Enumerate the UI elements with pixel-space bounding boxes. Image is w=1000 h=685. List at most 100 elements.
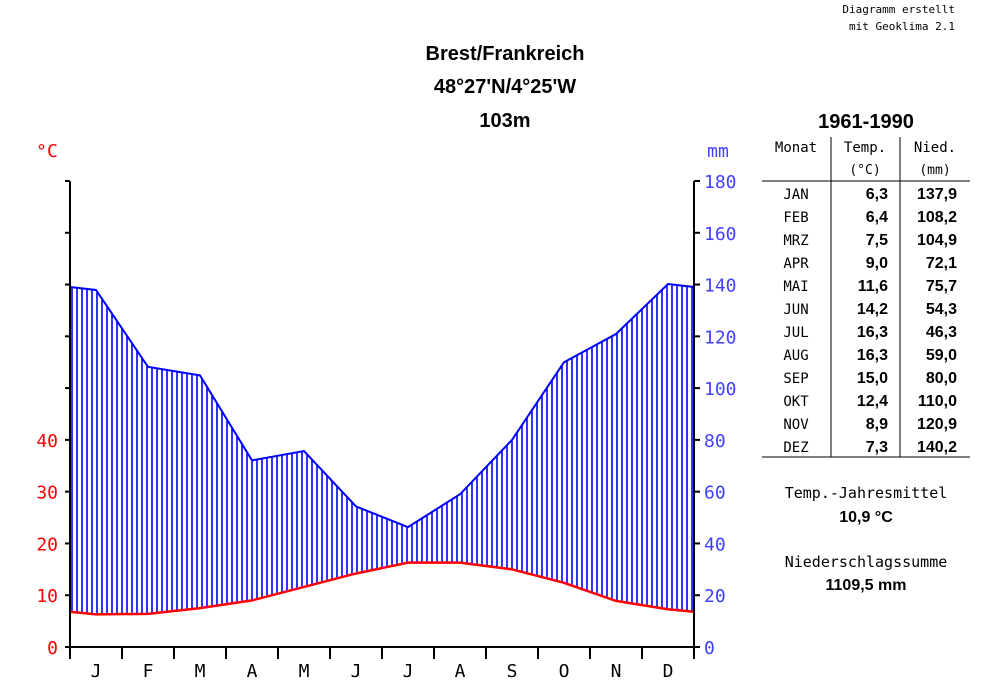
table-cell-temp: 14,2 [857, 301, 888, 318]
table-cell-temp: 16,3 [857, 324, 888, 341]
month-tick-label: A [455, 661, 466, 682]
table-cell-temp: 15,0 [857, 370, 888, 387]
table-cell-month: SEP [783, 371, 808, 387]
table-cell-precip: 140,2 [917, 439, 957, 456]
table-row: JUL 16,3 46,3 [783, 324, 957, 341]
table-cell-temp: 7,3 [866, 439, 888, 456]
precipitation-line [69, 282, 695, 529]
table-cell-temp: 6,4 [866, 209, 888, 226]
station-coords: 48°27'N/4°25'W [434, 76, 576, 98]
table-row: DEZ 7,3 140,2 [783, 439, 957, 456]
temp-axis-label: °C [36, 141, 58, 162]
table-cell-month: NOV [783, 417, 809, 433]
table-cell-precip: 137,9 [917, 186, 957, 203]
month-tick-label: O [559, 661, 570, 682]
table-row: MRZ 7,5 104,9 [783, 232, 957, 249]
table-header-temp: Temp. [844, 140, 886, 156]
temp-tick-label: 20 [36, 534, 58, 555]
chart-axes [65, 180, 700, 659]
precip-tick-label: 120 [704, 327, 737, 348]
table-cell-precip: 59,0 [926, 347, 957, 364]
table-row: OKT 12,4 110,0 [783, 393, 957, 410]
table-row: FEB 6,4 108,2 [783, 209, 957, 226]
tick-labels: 0 10 20 30 40 0 20 40 60 80 100 120 140 160 180 J F M A M J J… [36, 172, 736, 682]
table-cell-temp: 6,3 [866, 186, 888, 203]
precip-tick-label: 160 [704, 224, 737, 245]
precip-tick-label: 140 [704, 276, 737, 297]
table-cell-month: OKT [783, 394, 809, 410]
table-cell-month: MAI [783, 279, 808, 295]
table-row: AUG 16,3 59,0 [783, 347, 957, 364]
table-cell-precip: 54,3 [926, 301, 957, 318]
table-cell-precip: 108,2 [917, 209, 957, 226]
table-cell-precip: 110,0 [918, 393, 957, 410]
table-cell-precip: 80,0 [926, 370, 957, 387]
table-cell-month: APR [783, 256, 809, 272]
table-cell-temp: 11,6 [858, 278, 888, 295]
table-cell-month: AUG [783, 348, 808, 364]
month-tick-label: N [611, 661, 622, 682]
precipitation-series [69, 282, 695, 529]
table-header-precip: Nied. [914, 140, 956, 156]
station-elevation: 103m [479, 110, 530, 132]
credit-line-2: mit Geoklima 2.1 [849, 20, 955, 33]
precip-tick-label: 100 [704, 379, 737, 400]
mean-temp-value: 10,9 °C [839, 509, 893, 526]
temp-tick-label: 40 [36, 431, 58, 452]
table-body: JAN 6,3 137,9 FEB 6,4 108,2 MRZ 7,5 104,9 APR 9,0 7… [783, 186, 957, 456]
month-tick-label: D [663, 661, 674, 682]
temp-tick-label: 30 [36, 483, 58, 504]
table-cell-temp: 7,5 [866, 232, 888, 249]
precip-tick-label: 180 [704, 172, 737, 193]
table-row: JAN 6,3 137,9 [783, 186, 957, 203]
table-cell-month: JAN [783, 187, 808, 203]
month-tick-label: A [247, 661, 258, 682]
table-row: NOV 8,9 120,9 [783, 416, 957, 433]
table-cell-precip: 75,7 [926, 278, 957, 295]
table-cell-temp: 16,3 [857, 347, 888, 364]
month-tick-label: J [351, 661, 362, 682]
table-cell-precip: 46,3 [926, 324, 957, 341]
month-tick-label: M [299, 661, 310, 682]
table-row: MAI 11,6 75,7 [783, 278, 957, 295]
mean-temp-label: Temp.-Jahresmittel [785, 484, 948, 502]
table-cell-precip: 120,9 [917, 416, 957, 433]
precip-axis-label: mm [707, 141, 729, 162]
table-cell-precip: 72,1 [926, 255, 957, 272]
table-period: 1961-1990 [818, 111, 914, 133]
month-tick-label: J [403, 661, 414, 682]
station-name: Brest/Frankreich [426, 43, 585, 65]
precip-tick-label: 80 [704, 431, 726, 452]
table-cell-month: DEZ [783, 440, 808, 456]
table-cell-month: MRZ [783, 233, 808, 249]
table-cell-precip: 104,9 [917, 232, 957, 249]
precip-tick-label: 40 [704, 534, 726, 555]
temperature-series [69, 561, 695, 616]
table-cell-month: FEB [783, 210, 808, 226]
table-row: SEP 15,0 80,0 [783, 370, 957, 387]
table-cell-temp: 12,4 [857, 393, 888, 410]
table-cell-temp: 9,0 [866, 255, 888, 272]
table-row: APR 9,0 72,1 [783, 255, 957, 272]
table-cell-month: JUL [783, 325, 808, 341]
month-tick-label: J [91, 661, 102, 682]
month-tick-label: F [143, 661, 154, 682]
month-tick-label: M [195, 661, 206, 682]
temp-tick-label: 0 [47, 638, 58, 659]
table-header-month: Monat [775, 140, 817, 156]
temp-tick-label: 10 [36, 586, 58, 607]
table-header-precip-unit: (mm) [919, 163, 950, 178]
table-header-temp-unit: (°C) [849, 163, 880, 178]
table-cell-temp: 8,9 [866, 416, 888, 433]
precip-sum-value: 1109,5 mm [826, 577, 907, 594]
table-row: JUN 14,2 54,3 [783, 301, 957, 318]
table-cell-month: JUN [783, 302, 808, 318]
precip-sum-label: Niederschlagssumme [785, 553, 948, 571]
temperature-line [69, 561, 695, 616]
precip-tick-label: 0 [704, 638, 715, 659]
precipitation-hatch [71, 284, 693, 615]
month-tick-label: S [507, 661, 518, 682]
precip-tick-label: 20 [704, 586, 726, 607]
precip-tick-label: 60 [704, 483, 726, 504]
